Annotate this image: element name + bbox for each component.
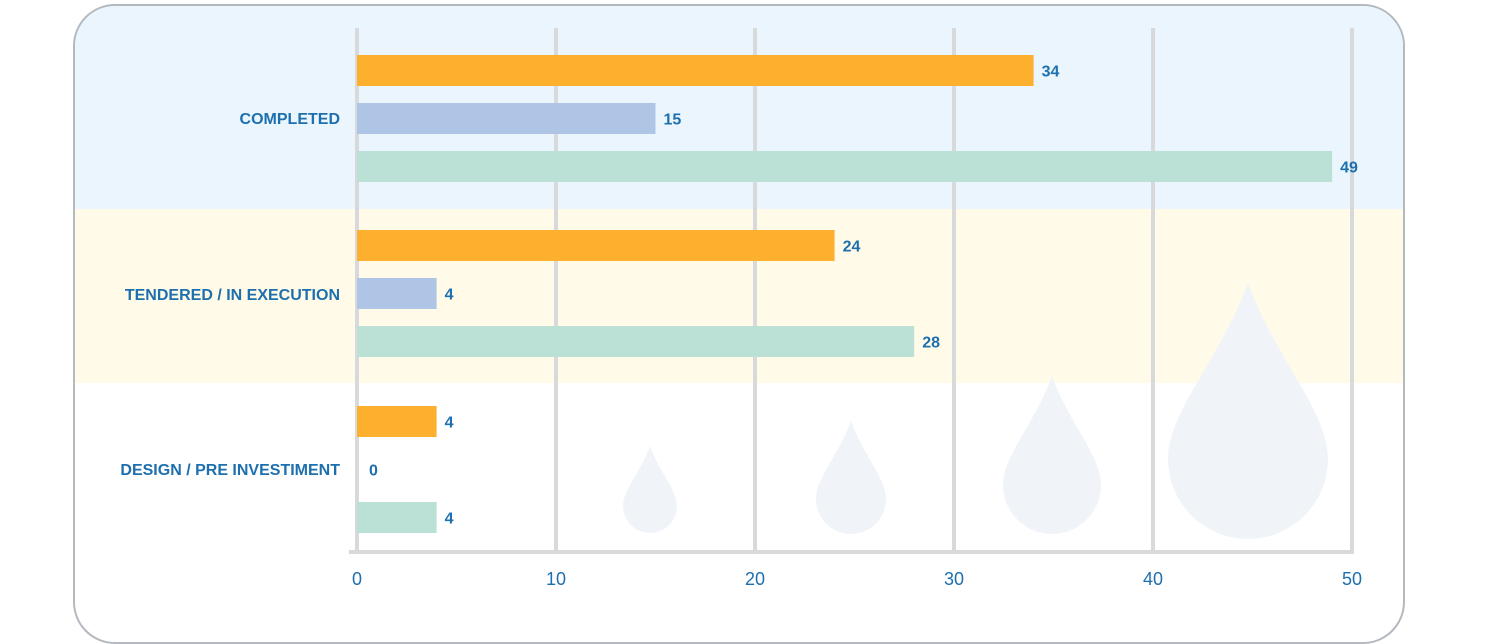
x-tick-label: 30 — [944, 569, 964, 589]
bar — [357, 502, 437, 533]
water-drop-decorations — [623, 283, 1328, 539]
bar — [357, 103, 656, 134]
category-label: COMPLETED — [240, 111, 340, 128]
x-tick-label: 10 — [546, 569, 566, 589]
category-labels: COMPLETED TENDERED / IN EXECUTION DESIGN /… — [120, 111, 340, 479]
x-tick-label: 0 — [352, 569, 362, 589]
x-tick-label: 40 — [1143, 569, 1163, 589]
bar — [357, 326, 915, 357]
water-drop-shape — [1003, 376, 1101, 534]
bar-value-label: 24 — [843, 239, 861, 256]
water-drop-shape — [816, 421, 886, 534]
bar — [357, 151, 1333, 182]
x-tick-labels: 0 10 20 30 40 50 — [352, 569, 1362, 589]
bars — [357, 55, 1333, 533]
bar — [357, 406, 437, 437]
category-label: DESIGN / PRE INVESTIMENT — [120, 462, 340, 479]
bar-value-label: 4 — [445, 511, 454, 528]
water-drop-shape — [623, 446, 677, 533]
bar-value-label: 28 — [922, 335, 940, 352]
bar — [357, 278, 437, 309]
bar-value-label: 0 — [369, 463, 378, 480]
x-tick-label: 20 — [745, 569, 765, 589]
water-drop-shape — [1168, 283, 1328, 539]
bar-value-label: 15 — [664, 112, 682, 129]
bar — [357, 55, 1034, 86]
bar-value-label: 49 — [1340, 160, 1358, 177]
value-labels: 34 24 4 15 4 0 49 28 4 — [369, 64, 1358, 528]
bar-value-label: 34 — [1042, 64, 1060, 81]
bar-value-label: 4 — [445, 287, 454, 304]
x-tick-label: 50 — [1342, 569, 1362, 589]
category-label: TENDERED / IN EXECUTION — [125, 287, 340, 304]
bar — [357, 230, 835, 261]
bar-value-label: 4 — [445, 415, 454, 432]
chart-card: 34 24 4 15 4 0 49 28 4 COMPLETED TENDERED / IN EX… — [73, 4, 1405, 644]
